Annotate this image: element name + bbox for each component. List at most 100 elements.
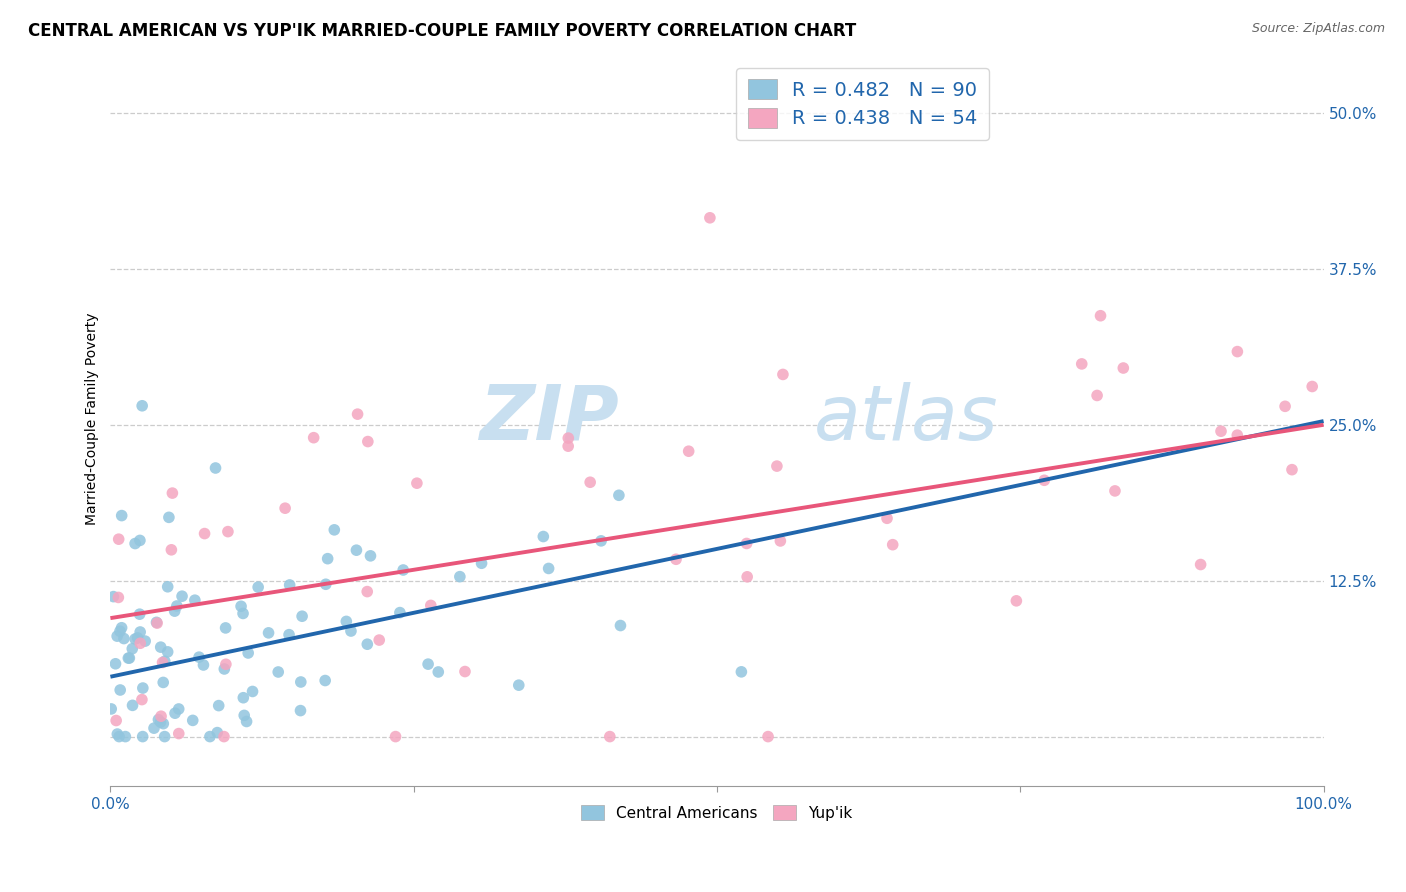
Point xyxy=(609,618,631,632)
Point xyxy=(267,665,290,679)
Point xyxy=(117,651,139,665)
Point xyxy=(215,657,238,672)
Point xyxy=(356,584,378,599)
Text: CENTRAL AMERICAN VS YUP'IK MARRIED-COUPLE FAMILY POVERTY CORRELATION CHART: CENTRAL AMERICAN VS YUP'IK MARRIED-COUPL… xyxy=(28,22,856,40)
Point xyxy=(368,633,391,648)
Point xyxy=(735,536,758,550)
Point xyxy=(127,631,149,645)
Point xyxy=(188,650,211,665)
Point xyxy=(105,714,128,728)
Point xyxy=(291,609,314,624)
Point xyxy=(153,654,176,668)
Point xyxy=(107,532,129,546)
Point xyxy=(772,368,794,382)
Point xyxy=(114,730,136,744)
Point xyxy=(163,706,186,721)
Point xyxy=(121,641,143,656)
Point xyxy=(427,665,450,679)
Point xyxy=(730,665,752,679)
Y-axis label: Married-Couple Family Poverty: Married-Couple Family Poverty xyxy=(86,312,100,524)
Point xyxy=(882,538,904,552)
Point xyxy=(131,692,153,706)
Point xyxy=(531,529,554,543)
Point xyxy=(678,444,700,458)
Point xyxy=(314,673,336,688)
Point xyxy=(278,578,301,592)
Point xyxy=(876,511,898,525)
Point xyxy=(110,621,132,635)
Point xyxy=(145,615,167,630)
Point xyxy=(591,533,613,548)
Point xyxy=(232,690,254,705)
Point xyxy=(108,730,131,744)
Point xyxy=(357,434,380,449)
Point xyxy=(163,604,186,618)
Point xyxy=(315,577,337,591)
Point xyxy=(278,628,301,642)
Point xyxy=(1274,400,1296,414)
Point xyxy=(128,607,150,622)
Point xyxy=(129,625,152,640)
Point xyxy=(108,624,131,639)
Point xyxy=(416,657,439,672)
Point xyxy=(214,662,236,676)
Point xyxy=(699,211,721,225)
Point xyxy=(388,606,411,620)
Point xyxy=(235,714,257,729)
Point xyxy=(335,615,357,629)
Point xyxy=(146,616,169,631)
Point xyxy=(233,708,256,723)
Point xyxy=(290,675,312,690)
Point xyxy=(217,524,239,539)
Point xyxy=(193,526,215,541)
Point xyxy=(359,549,381,563)
Point xyxy=(290,704,312,718)
Point xyxy=(1112,361,1135,376)
Point xyxy=(1301,379,1323,393)
Point xyxy=(132,681,155,695)
Point xyxy=(124,632,146,646)
Point xyxy=(323,523,346,537)
Point xyxy=(756,730,779,744)
Point xyxy=(129,533,152,548)
Point xyxy=(537,561,560,575)
Point xyxy=(104,657,127,671)
Point xyxy=(557,439,579,453)
Point xyxy=(247,580,270,594)
Point xyxy=(340,624,363,638)
Point xyxy=(198,730,221,744)
Point xyxy=(166,599,188,613)
Point xyxy=(150,709,173,723)
Point xyxy=(406,476,429,491)
Point xyxy=(149,715,172,730)
Point xyxy=(156,645,179,659)
Point xyxy=(152,716,174,731)
Point xyxy=(143,721,166,735)
Point xyxy=(1104,483,1126,498)
Point xyxy=(419,599,441,613)
Point xyxy=(356,637,378,651)
Point xyxy=(129,636,152,650)
Text: atlas: atlas xyxy=(814,382,998,456)
Point xyxy=(170,589,193,603)
Point xyxy=(1226,428,1249,442)
Point xyxy=(274,501,297,516)
Point xyxy=(769,533,792,548)
Point xyxy=(665,552,688,566)
Point xyxy=(1090,309,1112,323)
Point xyxy=(105,727,128,741)
Legend: Central Americans, Yup'ik: Central Americans, Yup'ik xyxy=(575,798,859,827)
Point xyxy=(181,714,204,728)
Point xyxy=(316,551,339,566)
Point xyxy=(449,569,471,583)
Point xyxy=(208,698,231,713)
Point xyxy=(346,543,368,558)
Point xyxy=(392,563,415,577)
Point xyxy=(111,508,134,523)
Point xyxy=(184,593,207,607)
Point xyxy=(384,730,406,744)
Point xyxy=(134,634,156,648)
Point xyxy=(1070,357,1092,371)
Point xyxy=(152,656,174,670)
Point xyxy=(160,542,183,557)
